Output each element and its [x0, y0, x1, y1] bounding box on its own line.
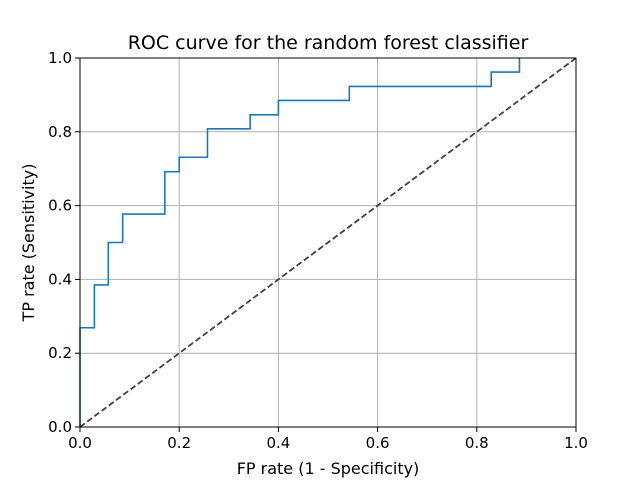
y-tick-label: 0.2	[48, 344, 72, 362]
x-tick-label: 0.6	[366, 434, 390, 452]
x-tick-label: 0.0	[68, 434, 92, 452]
x-tick-label: 0.4	[266, 434, 290, 452]
y-axis-label: TP rate (Sensitivity)	[19, 164, 38, 323]
x-tick-label: 1.0	[564, 434, 588, 452]
x-tick-label: 0.8	[465, 434, 489, 452]
chart-title: ROC curve for the random forest classifi…	[128, 32, 529, 54]
plot-series	[79, 57, 577, 428]
y-tick-label: 0.4	[48, 270, 72, 288]
y-tick-label: 0.8	[48, 123, 72, 141]
y-tick-label: 1.0	[48, 49, 72, 67]
roc-curve-line	[79, 58, 521, 427]
y-tick-label: 0.6	[48, 197, 72, 215]
y-tick-label: 0.0	[48, 418, 72, 436]
x-tick-label: 0.2	[167, 434, 191, 452]
chance-diagonal-line	[79, 57, 577, 428]
x-axis-label: FP rate (1 - Specificity)	[237, 459, 420, 478]
axis-ticks: 0.0 0.2 0.4 0.6 0.8 1.0 0.0 0.2 0.4 0.6 0.8 1.0	[48, 49, 588, 452]
plot-frame	[79, 57, 577, 428]
